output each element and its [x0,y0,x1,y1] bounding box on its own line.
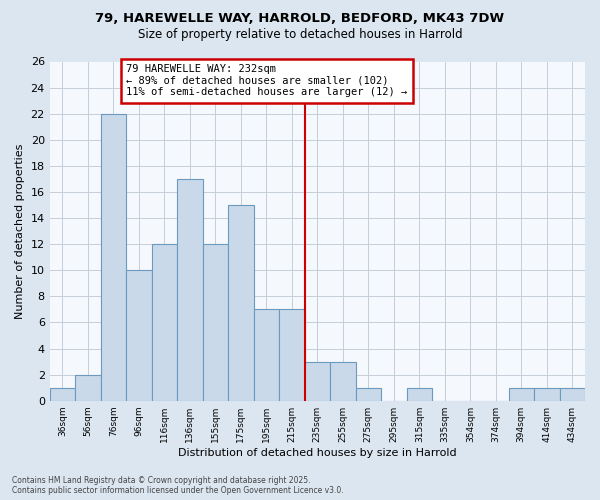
Bar [101,114,126,401]
Text: Contains HM Land Registry data © Crown copyright and database right 2025.
Contai: Contains HM Land Registry data © Crown c… [12,476,344,495]
Y-axis label: Number of detached properties: Number of detached properties [15,144,25,319]
Bar [203,244,228,400]
Text: 79 HAREWELLE WAY: 232sqm
← 89% of detached houses are smaller (102)
11% of semi-: 79 HAREWELLE WAY: 232sqm ← 89% of detach… [126,64,407,98]
Bar [534,388,560,400]
Bar [254,310,279,400]
Bar [509,388,534,400]
Bar [560,388,585,400]
Bar [177,179,203,400]
Bar [305,362,330,401]
Bar [279,310,305,400]
Text: Size of property relative to detached houses in Harrold: Size of property relative to detached ho… [137,28,463,41]
Bar [407,388,432,400]
Bar [126,270,152,400]
Text: 79, HAREWELLE WAY, HARROLD, BEDFORD, MK43 7DW: 79, HAREWELLE WAY, HARROLD, BEDFORD, MK4… [95,12,505,26]
Bar [152,244,177,400]
Bar [356,388,381,400]
X-axis label: Distribution of detached houses by size in Harrold: Distribution of detached houses by size … [178,448,457,458]
Bar [228,205,254,400]
Bar [75,374,101,400]
Bar [330,362,356,401]
Bar [50,388,75,400]
